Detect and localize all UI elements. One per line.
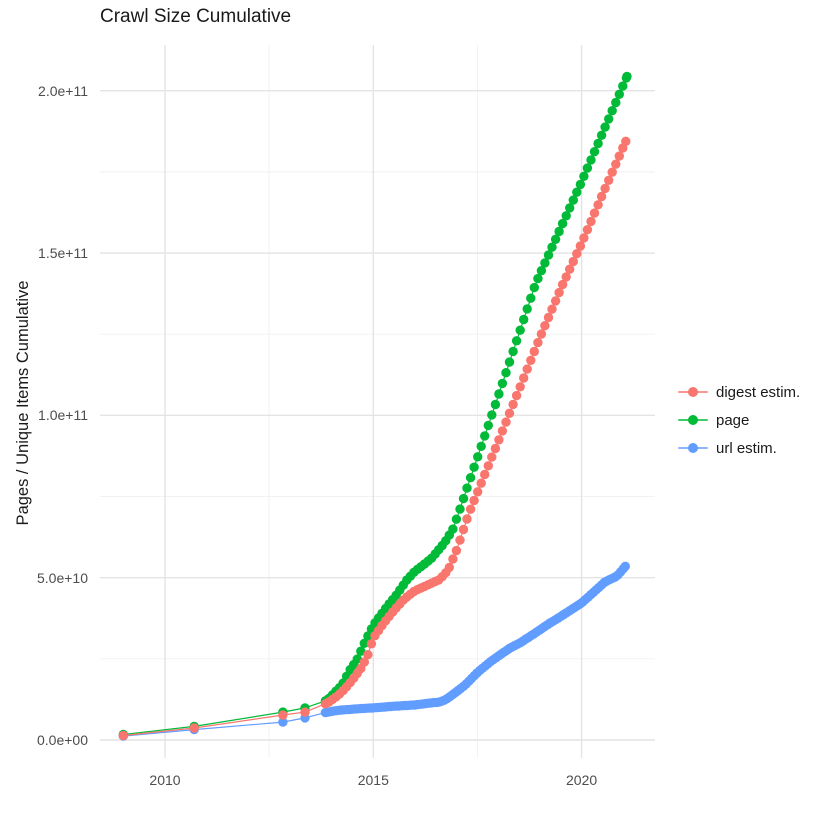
series-digest-estim (118, 136, 631, 741)
series-url-estim (118, 561, 630, 741)
legend-item-page: page (678, 406, 800, 434)
legend-key-url-icon (678, 441, 708, 455)
legend-label: page (716, 411, 750, 429)
gridlines (100, 45, 655, 758)
legend-key-page-icon (678, 413, 708, 427)
chart-title: Crawl Size Cumulative (100, 6, 292, 27)
legend-key-digest-icon (678, 385, 708, 399)
x-tick-label: 2015 (357, 772, 389, 788)
y-tick-label: 1.0e+11 (38, 407, 88, 424)
legend: digest estim. page url estim. (678, 378, 800, 462)
legend-label: digest estim. (716, 383, 801, 401)
y-tick-label: 5.0e+10 (37, 569, 88, 586)
y-tick-label: 0.0e+00 (37, 732, 88, 748)
y-tick-label: 2.0e+11 (38, 82, 88, 99)
x-tick-label: 2020 (566, 772, 598, 788)
y-axis-title: Pages / Unique Items Cumulative (14, 280, 32, 526)
legend-item-digest-estim: digest estim. (678, 378, 800, 406)
legend-item-url-estim: url estim. (678, 434, 800, 462)
x-tick-label: 2010 (149, 772, 181, 788)
y-tick-label: 1.5e+11 (38, 245, 88, 262)
legend-label: url estim. (716, 439, 777, 457)
